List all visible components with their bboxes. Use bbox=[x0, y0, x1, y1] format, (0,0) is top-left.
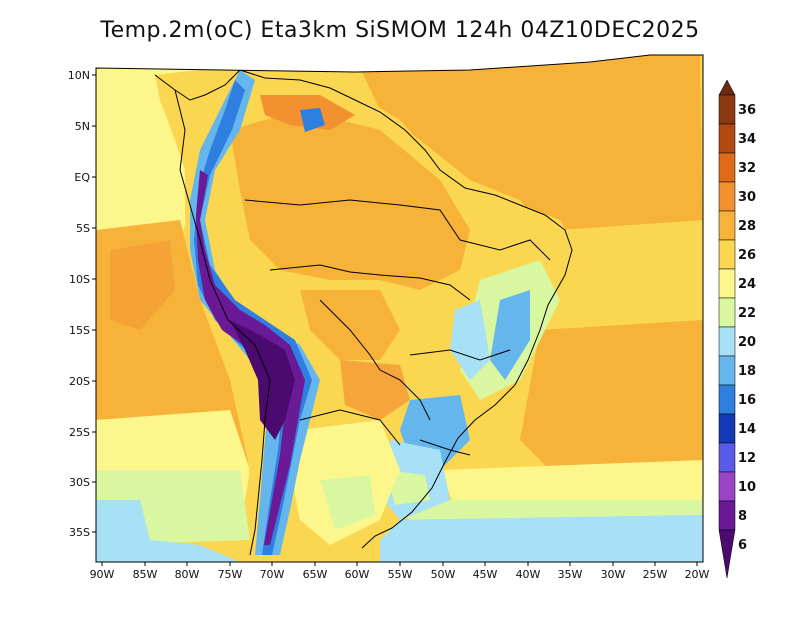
colorbar-label: 8 bbox=[738, 509, 747, 524]
lat-label: 10N bbox=[68, 69, 90, 82]
lat-label: EQ bbox=[74, 171, 90, 184]
colorbar-swatch bbox=[718, 210, 736, 241]
colorbar-label: 18 bbox=[738, 364, 756, 379]
colorbar-swatch bbox=[718, 355, 736, 386]
lon-label: 35W bbox=[558, 568, 583, 581]
lat-label: 35S bbox=[69, 526, 90, 539]
map-title: Temp.2m(oC) Eta3km SiSMOM 124h 04Z10DEC2… bbox=[100, 18, 700, 43]
colorbar-swatch bbox=[718, 239, 736, 270]
colorbar-swatch bbox=[718, 123, 736, 154]
colorbar-swatch bbox=[718, 326, 736, 357]
lon-label: 65W bbox=[303, 568, 328, 581]
border-bolivia bbox=[319, 299, 381, 371]
land-east-blue bbox=[490, 290, 530, 380]
land-chaco-hot bbox=[340, 360, 410, 420]
colorbar-label: 26 bbox=[738, 248, 756, 263]
colorbar-swatch bbox=[718, 152, 736, 183]
lon-label: 45W bbox=[473, 568, 498, 581]
lon-label: 50W bbox=[431, 568, 456, 581]
colorbar-swatch bbox=[718, 384, 736, 415]
colorbar: 36 34 32 30 28 26 24 22 20 18 16 14 12 1… bbox=[718, 79, 756, 579]
field-southern-cool bbox=[96, 500, 240, 562]
map-frame bbox=[95, 54, 704, 563]
altiplano-coldest bbox=[230, 320, 295, 440]
field-atlantic-mid bbox=[560, 220, 703, 340]
lat-label: 15S bbox=[69, 324, 90, 337]
lat-label: 5S bbox=[76, 222, 90, 235]
lon-label: 60W bbox=[345, 568, 370, 581]
colorbar-label: 28 bbox=[738, 219, 756, 234]
colorbar-label: 36 bbox=[738, 103, 756, 118]
colorbar-label: 24 bbox=[738, 277, 756, 292]
colorbar-label: 12 bbox=[738, 451, 756, 466]
colorbar-swatch bbox=[718, 413, 736, 444]
lon-label: 70W bbox=[260, 568, 285, 581]
border-south bbox=[419, 439, 471, 456]
colorbar-label: 30 bbox=[738, 190, 756, 205]
lat-label: 10S bbox=[69, 273, 90, 286]
lon-label: 80W bbox=[175, 568, 200, 581]
border-central-brazil bbox=[409, 349, 511, 361]
colorbar-label: 6 bbox=[738, 538, 747, 553]
colorbar-arrow-top bbox=[718, 79, 736, 96]
boundaries bbox=[154, 69, 573, 556]
lon-label: 75W bbox=[218, 568, 243, 581]
colorbar-swatch bbox=[718, 268, 736, 299]
lon-label: 85W bbox=[133, 568, 158, 581]
colorbar-label: 22 bbox=[738, 306, 756, 321]
colorbar-swatch bbox=[718, 181, 736, 212]
field-atlantic-cool bbox=[380, 515, 703, 562]
field-atlantic-south bbox=[520, 320, 703, 480]
temperature-field bbox=[96, 55, 703, 562]
colorbar-label: 20 bbox=[738, 335, 756, 350]
colorbar-swatch bbox=[718, 471, 736, 502]
latitude-axis: 10N 5N EQ 5S 10S 15S 20S 25S 30S 35S bbox=[68, 69, 96, 539]
lon-label: 30W bbox=[601, 568, 626, 581]
lat-label: 5N bbox=[75, 120, 90, 133]
colorbar-label: 14 bbox=[738, 422, 756, 437]
colorbar-swatch bbox=[718, 442, 736, 473]
coastline-pacific bbox=[174, 89, 271, 556]
colorbar-swatch bbox=[718, 94, 736, 125]
colorbar-arrow-bottom bbox=[718, 529, 736, 579]
colorbar-swatch bbox=[718, 297, 736, 328]
lon-label: 25W bbox=[643, 568, 668, 581]
colorbar-label: 34 bbox=[738, 132, 756, 147]
field-pacific-patch bbox=[110, 240, 175, 330]
border-north bbox=[244, 199, 461, 241]
border-argentina bbox=[299, 409, 401, 446]
lon-label: 40W bbox=[516, 568, 541, 581]
land-bolivia-warm bbox=[300, 290, 400, 360]
colorbar-label: 32 bbox=[738, 161, 756, 176]
border-paraguay bbox=[379, 369, 431, 421]
colorbar-label: 10 bbox=[738, 480, 756, 495]
longitude-axis: 90W 85W 80W 75W 70W 65W 60W 55W 50W 45W … bbox=[90, 562, 710, 581]
colorbar-label: 16 bbox=[738, 393, 756, 408]
lon-label: 55W bbox=[388, 568, 413, 581]
lat-label: 30S bbox=[69, 476, 90, 489]
lat-label: 20S bbox=[69, 375, 90, 388]
lon-label: 90W bbox=[90, 568, 115, 581]
colorbar-swatch bbox=[718, 500, 736, 531]
border-northeast bbox=[459, 239, 551, 261]
land-pampas-green bbox=[320, 475, 375, 530]
lat-label: 25S bbox=[69, 426, 90, 439]
border-amazon-south bbox=[269, 264, 471, 301]
lon-label: 20W bbox=[685, 568, 710, 581]
guiana-highlands-cool bbox=[300, 108, 325, 132]
